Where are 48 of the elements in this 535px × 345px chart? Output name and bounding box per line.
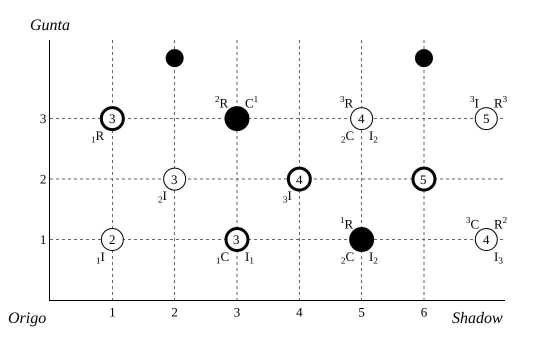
annotation: $_{1}$C (216, 249, 230, 266)
x-tick-label: 4 (296, 304, 304, 320)
annotation: 3 (171, 172, 178, 187)
y-tick-label: 3 (40, 111, 46, 126)
annotation: $_{3}$I (283, 188, 292, 205)
annotation: I$_{3}$ (494, 249, 504, 266)
y-axis-title: Gunta (30, 17, 70, 34)
x-tick-label: 3 (234, 304, 240, 320)
point (286, 166, 312, 192)
text: Origo (8, 310, 46, 327)
point (349, 227, 374, 252)
annotation: R$^{2}$ (494, 215, 508, 232)
x-tick-label: 1 (109, 304, 116, 320)
annotation: C$^{1}$ (245, 94, 258, 110)
point (224, 106, 250, 132)
y-tick-label: 1 (40, 232, 46, 248)
point (414, 49, 433, 68)
annotation: $_{2}$C (341, 249, 354, 266)
annotation: $^{2}$R (215, 94, 229, 110)
annotation: 3 (233, 232, 240, 247)
point (411, 166, 436, 192)
annotation: I$_{1}$ (245, 249, 254, 266)
annotation: I$_{2}$ (369, 249, 378, 266)
point (224, 227, 250, 252)
x-axis-title: Shadow (452, 310, 503, 327)
annotation: 4 (483, 232, 490, 247)
annotation: 5 (483, 111, 490, 126)
annotation: $^{1}$R (340, 215, 354, 232)
annotation: 5 (420, 172, 426, 187)
annotation: 3 (109, 111, 116, 126)
annotation: R$^{3}$ (494, 94, 508, 110)
x-tick-label: 6 (420, 304, 428, 320)
annotation: $_{2}$I (158, 188, 167, 205)
point (166, 49, 184, 68)
annotation: $_{1}$I (96, 249, 105, 266)
x-tick-label: 5 (358, 304, 365, 320)
y-tick-label: 2 (40, 172, 46, 187)
annotation: $^{3}$C (466, 215, 480, 232)
annotation: 4 (296, 172, 303, 187)
annotation: $_{2}$C (341, 128, 354, 145)
point (100, 106, 125, 132)
annotation: $^{3}$R (340, 94, 354, 110)
annotation: 4 (358, 111, 365, 126)
annotation: 2 (109, 232, 116, 247)
x-tick-label: 2 (171, 304, 178, 320)
annotation: I$_{2}$ (369, 128, 378, 145)
annotation: $^{3}$I (470, 94, 479, 110)
annotation: $_{1}$R (91, 128, 105, 145)
